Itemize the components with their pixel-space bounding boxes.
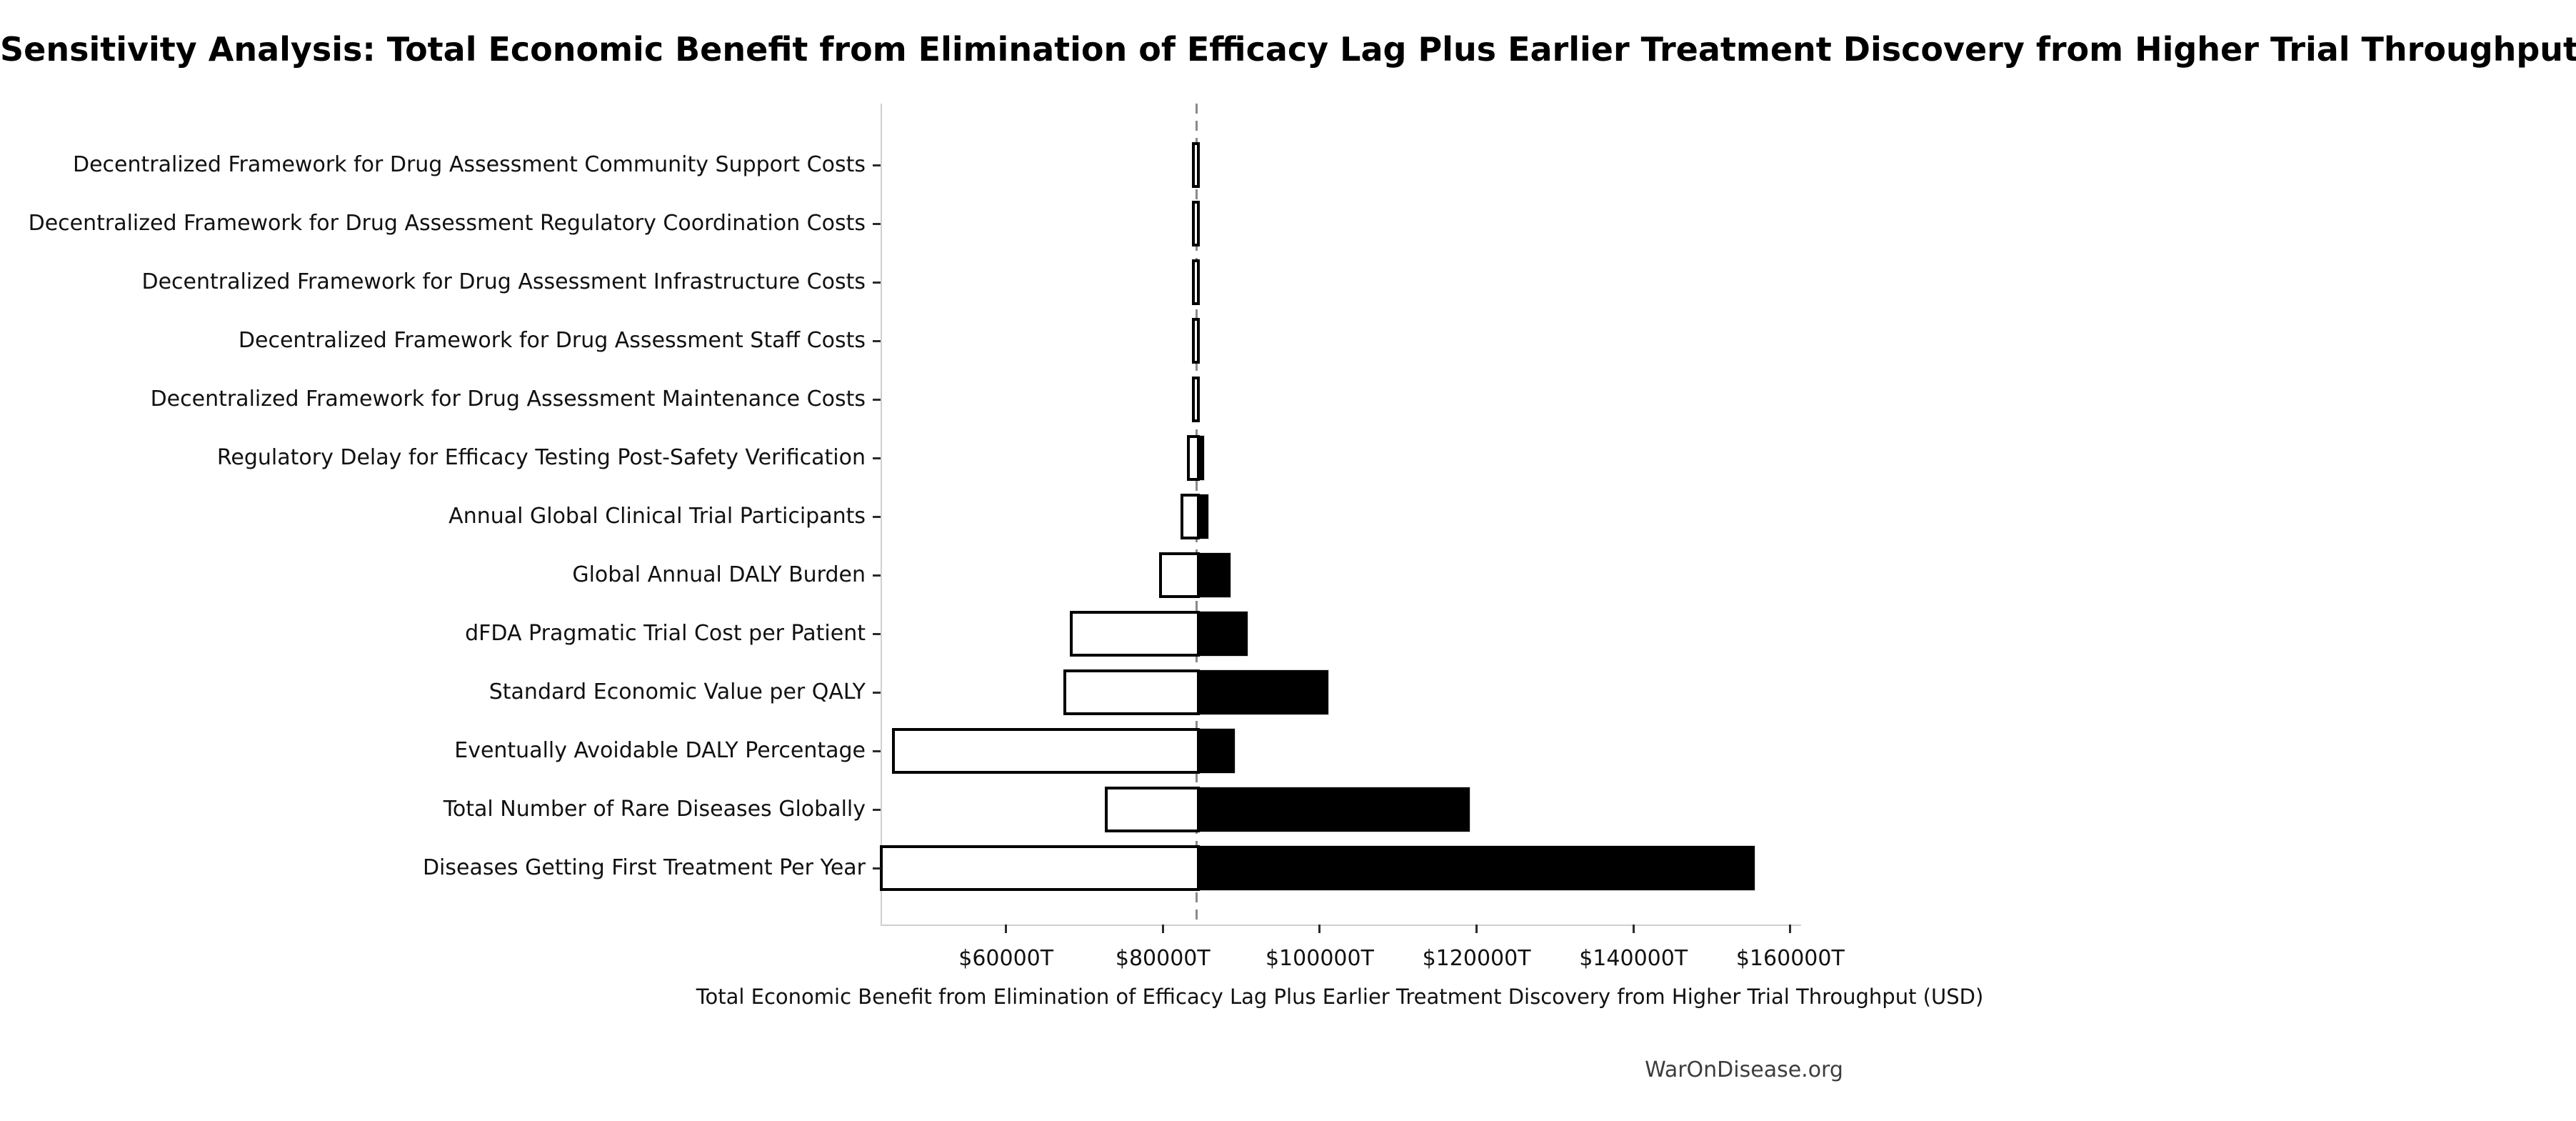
x-axis-tick-label: $140000T [1579, 946, 1688, 971]
y-axis-tick [873, 574, 881, 577]
y-axis-tick [873, 808, 881, 811]
y-axis-tick [873, 164, 881, 166]
bar-low-segment [1186, 435, 1200, 481]
y-axis-category-label: Regulatory Delay for Efficacy Testing Po… [216, 445, 866, 470]
y-axis-tick [873, 398, 881, 401]
x-axis-tick [1632, 925, 1635, 933]
bar-low-segment [1191, 259, 1200, 305]
bar-low-segment [880, 845, 1200, 891]
y-axis-tick [873, 749, 881, 752]
y-axis-category-label: Decentralized Framework for Drug Assessm… [141, 269, 866, 294]
bar-high-segment [1196, 435, 1205, 481]
y-axis-category-label: dFDA Pragmatic Trial Cost per Patient [465, 621, 866, 646]
y-axis-tick [873, 632, 881, 635]
x-axis-tick-label: $100000T [1265, 946, 1374, 971]
bar-low-segment [1063, 669, 1200, 715]
bar-low-segment [1180, 494, 1200, 539]
y-axis-tick [873, 281, 881, 284]
y-axis-tick [873, 867, 881, 870]
x-axis-tick-label: $160000T [1735, 946, 1845, 971]
y-axis-category-label: Annual Global Clinical Trial Participant… [448, 504, 866, 529]
watermark: WarOnDisease.org [1645, 1057, 1843, 1082]
y-axis-category-label: Decentralized Framework for Drug Assessm… [28, 211, 866, 236]
x-axis-tick [1161, 925, 1164, 933]
x-axis-tick-label: $120000T [1422, 946, 1531, 971]
x-axis-tick [1789, 925, 1792, 933]
y-axis-tick [873, 515, 881, 518]
bar-low-segment [1191, 377, 1200, 422]
bar-low-segment [1191, 142, 1200, 188]
y-axis-category-label: Total Number of Rare Diseases Globally [443, 797, 866, 822]
bar-high-segment [1196, 552, 1231, 598]
plot-area [881, 104, 1801, 926]
bar-low-segment [1191, 201, 1200, 246]
y-axis-tick [873, 339, 881, 342]
bar-high-segment [1196, 494, 1210, 539]
x-axis-tick [1318, 925, 1321, 933]
bar-high-segment [1196, 611, 1248, 657]
bar-high-segment [1196, 845, 1756, 891]
bar-high-segment [1196, 728, 1236, 774]
y-axis-category-label: Decentralized Framework for Drug Assessm… [238, 328, 866, 353]
bar-low-segment [1159, 552, 1200, 598]
y-axis-tick [873, 457, 881, 459]
y-axis-category-label: Standard Economic Value per QALY [488, 679, 866, 704]
x-axis-tick-label: $80000T [1115, 946, 1211, 971]
x-axis-tick [1475, 925, 1478, 933]
y-axis-tick [873, 222, 881, 225]
x-axis-tick-label: $60000T [958, 946, 1054, 971]
chart-title: Sensitivity Analysis: Total Economic Ben… [0, 30, 2576, 69]
x-axis-title: Total Economic Benefit from Elimination … [696, 985, 1984, 1009]
y-axis-category-label: Decentralized Framework for Drug Assessm… [150, 387, 866, 412]
bar-low-segment [1105, 787, 1200, 832]
y-axis-category-label: Decentralized Framework for Drug Assessm… [73, 152, 866, 177]
y-axis-category-label: Global Annual DALY Burden [572, 562, 866, 587]
bar-low-segment [1070, 611, 1200, 657]
y-axis-category-label: Eventually Avoidable DALY Percentage [454, 738, 866, 763]
x-axis-tick [1005, 925, 1008, 933]
bar-low-segment [1191, 318, 1200, 364]
y-axis-category-label: Diseases Getting First Treatment Per Yea… [422, 855, 866, 880]
y-axis-tick [873, 691, 881, 694]
bar-high-segment [1196, 787, 1470, 832]
bar-high-segment [1196, 669, 1330, 715]
bar-low-segment [891, 728, 1200, 774]
